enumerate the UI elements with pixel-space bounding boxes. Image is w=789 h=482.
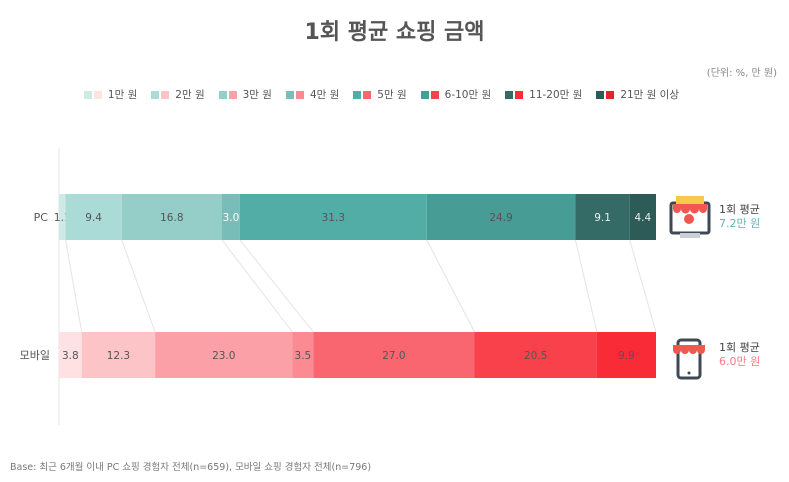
legend: 1만 원 2만 원 3만 원 4만 원 5만 원 6-10만 원 11-20만 원 21만 원…: [83, 87, 679, 102]
legend-swatch-mobile: [161, 90, 170, 99]
bar-segment: [629, 194, 656, 240]
legend-swatch-mobile: [430, 90, 439, 99]
legend-item: 4만 원: [285, 87, 340, 102]
legend-swatch-pc: [420, 90, 429, 99]
data-label: 20.5: [524, 350, 547, 362]
legend-label: 5만 원: [377, 89, 407, 101]
bar-segment: [292, 332, 314, 378]
legend-swatch-pc: [218, 90, 227, 99]
legend-label: 11-20만 원: [529, 89, 583, 101]
data-label: 16.8: [160, 212, 183, 224]
legend-label: 1만 원: [107, 89, 138, 101]
legend-item: 11-20만 원: [505, 87, 582, 102]
bar-segment: [596, 332, 656, 378]
legend-swatch-pc: [83, 90, 92, 99]
connector-line: [629, 239, 657, 333]
bar-segment: [313, 332, 475, 378]
legend-swatch-pc: [151, 90, 160, 99]
pc-average-value: 7.2만 원: [719, 217, 761, 230]
mobile-average-label: 1회 평균: [719, 341, 760, 354]
legend-swatch-pc: [505, 90, 514, 99]
bar-segment: [426, 194, 576, 240]
data-label: 9.4: [85, 212, 102, 224]
bar-segment: [155, 332, 293, 378]
legend-swatch-pc: [353, 90, 362, 99]
bar-segment: [474, 332, 597, 378]
data-label: 3.5: [295, 350, 312, 362]
data-label: 9.9: [618, 350, 635, 362]
connector-line: [426, 239, 475, 333]
data-label: 31.3: [322, 212, 345, 224]
data-label: 9.1: [594, 212, 611, 224]
legend-swatch-mobile: [295, 90, 304, 99]
data-label: 23.0: [212, 350, 235, 362]
category-label: 모바일: [20, 348, 50, 362]
unit-note: (단위: %, 만 원): [706, 68, 777, 79]
legend-label: 4만 원: [309, 89, 340, 101]
mobile-average-value: 6.0만 원: [719, 355, 761, 368]
data-label: 24.9: [489, 212, 512, 224]
bar-segment: [239, 194, 427, 240]
legend-swatch-mobile: [363, 90, 372, 99]
pc-average: 1회 평균 7.2만 원: [719, 203, 760, 231]
data-label: 3.0: [223, 212, 240, 224]
legend-label: 2만 원: [175, 89, 205, 101]
legend-item: 3만 원: [218, 87, 272, 102]
legend-swatch-pc: [285, 90, 294, 99]
legend-label: 6-10만 원: [444, 89, 492, 101]
bar-segment: [221, 194, 240, 240]
connector-line: [574, 239, 598, 333]
data-label: 27.0: [382, 350, 405, 362]
legend-item: 6-10만 원: [420, 87, 492, 102]
bar-segment: [59, 194, 66, 240]
bar-segment: [59, 332, 82, 378]
bar-segment: [121, 194, 222, 240]
connector-line: [65, 239, 83, 333]
legend-item: 5만 원: [353, 87, 407, 102]
legend-swatch-mobile: [93, 90, 102, 99]
category-label: PC: [34, 211, 49, 224]
legend-item: 2만 원: [151, 87, 205, 102]
connector-line: [221, 239, 293, 333]
data-label: 4.4: [635, 212, 652, 224]
connector-line: [121, 239, 156, 333]
bar-segment: [65, 194, 122, 240]
legend-label: 3만 원: [242, 89, 272, 101]
bar-segment: [575, 194, 630, 240]
data-label: 12.3: [107, 350, 130, 362]
connector-line: [239, 239, 314, 333]
legend-swatch-mobile: [515, 90, 524, 99]
legend-swatch-pc: [596, 90, 605, 99]
legend-label: 21만 원 이상: [620, 89, 679, 101]
data-label: 3.8: [62, 350, 79, 362]
base-note: Base: 최근 6개월 이내 PC 쇼핑 경험자 전체(n=659), 모바일…: [10, 462, 372, 473]
mobile-average: 1회 평균 6.0만 원: [719, 341, 760, 369]
legend-swatch-mobile: [228, 90, 237, 99]
legend-swatch-mobile: [606, 90, 615, 99]
bar-segment: [81, 332, 156, 378]
legend-item: 21만 원 이상: [596, 87, 679, 102]
legend-item: 1만 원: [83, 87, 138, 102]
pc-average-label: 1회 평균: [719, 203, 760, 216]
chart-title: 1회 평균 쇼핑 금액: [304, 20, 485, 45]
